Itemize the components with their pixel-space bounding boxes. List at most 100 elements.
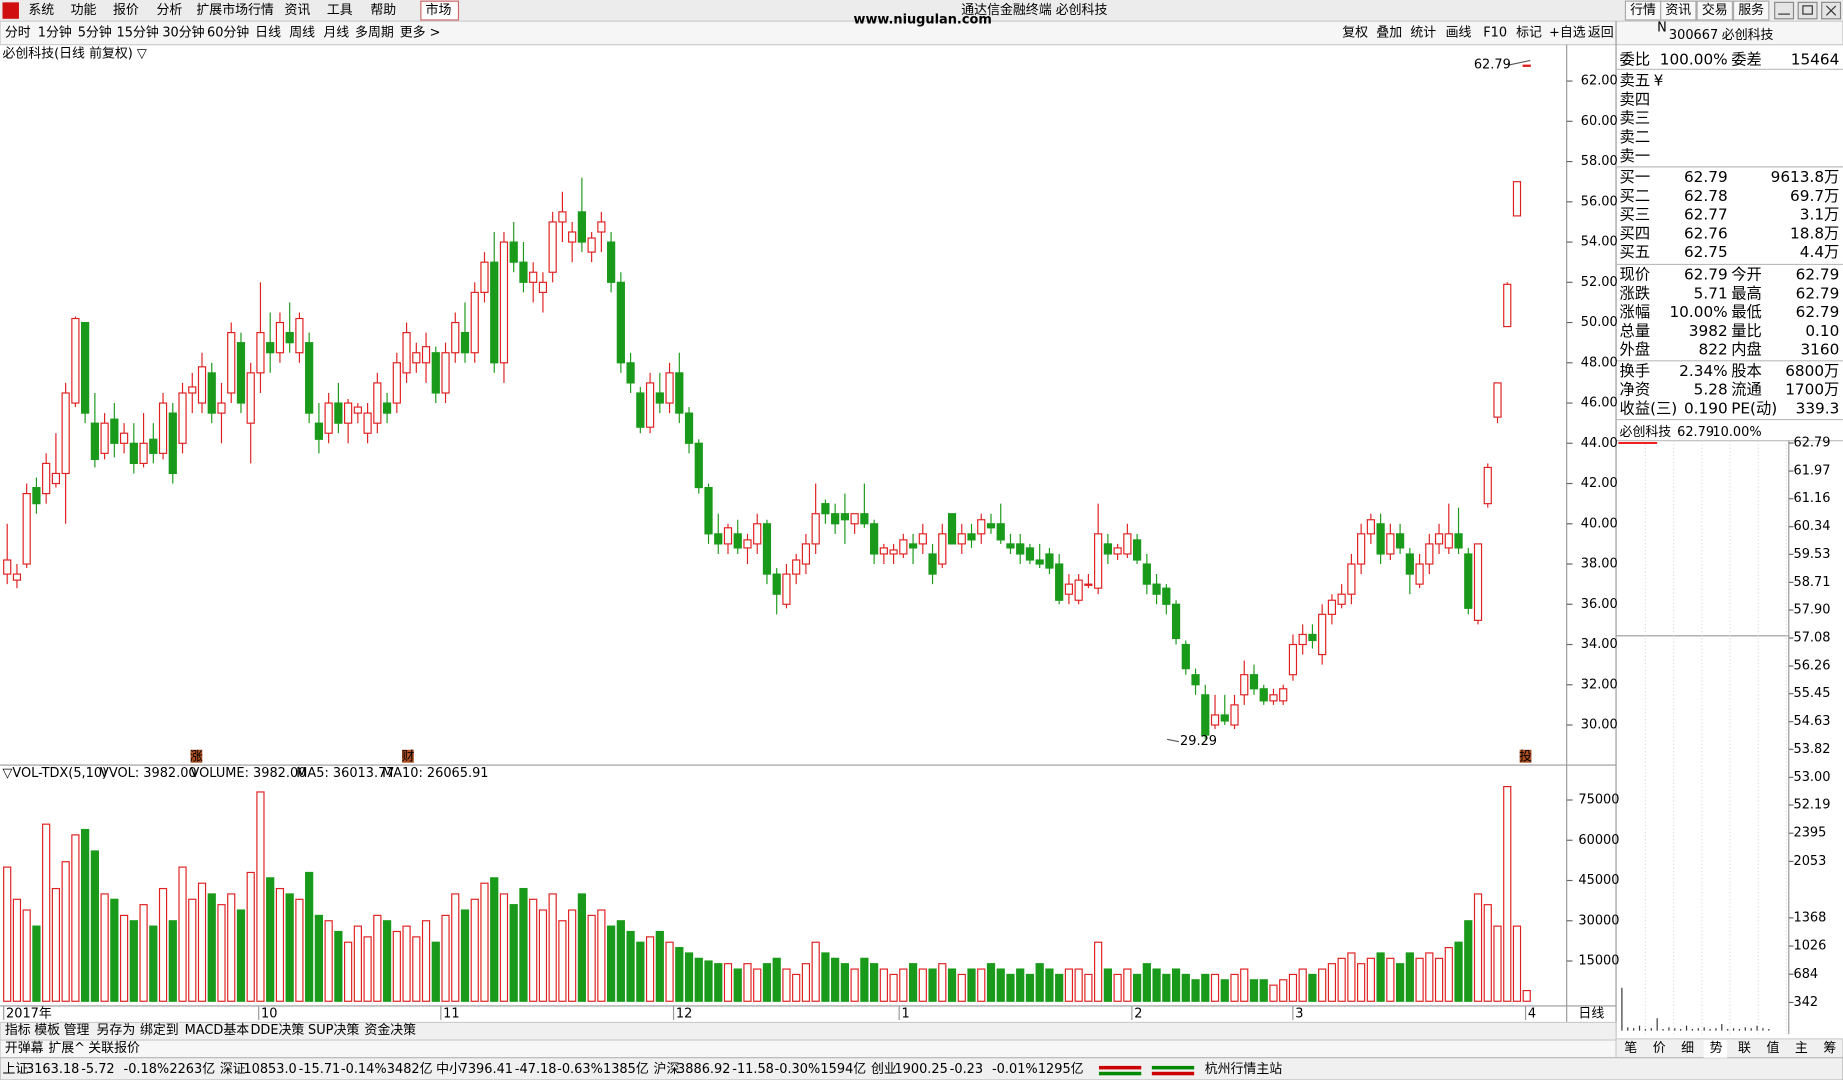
tool-button[interactable]: 叠加 bbox=[1376, 25, 1402, 40]
candle-body bbox=[324, 402, 333, 434]
status-index: 沪深 bbox=[654, 1062, 680, 1077]
indicator-tab[interactable]: 资金决策 bbox=[364, 1022, 416, 1038]
period-tab[interactable]: 5分钟 bbox=[78, 24, 112, 40]
status-index: -0.30% bbox=[775, 1062, 821, 1077]
menu-item[interactable]: 扩展市场行情 bbox=[196, 2, 274, 18]
tool-button[interactable]: 返回 bbox=[1588, 25, 1614, 40]
menu-item[interactable]: 功能 bbox=[71, 3, 97, 18]
period-tab[interactable]: 1分钟 bbox=[38, 24, 72, 40]
right-tab[interactable]: 势 bbox=[1710, 1040, 1723, 1056]
right-tab[interactable]: 筹 bbox=[1823, 1040, 1836, 1056]
candle-body bbox=[967, 533, 976, 541]
tool-button[interactable]: 统计 bbox=[1410, 25, 1436, 40]
period-tab[interactable]: 周线 bbox=[289, 25, 315, 40]
volume-bar bbox=[334, 930, 343, 1002]
market-button-bg[interactable] bbox=[420, 0, 460, 21]
tool-button[interactable]: 标记 bbox=[1516, 25, 1542, 40]
candle-body bbox=[1006, 543, 1015, 549]
period-tab[interactable]: 15分钟 bbox=[116, 24, 158, 40]
candle-body bbox=[373, 382, 382, 424]
candle-body bbox=[577, 211, 587, 243]
tool-tab[interactable]: 关联报价 bbox=[88, 1041, 140, 1056]
period-tab[interactable]: 更多 > bbox=[400, 25, 441, 40]
indicator-tab[interactable]: 模板 bbox=[34, 1023, 60, 1038]
menu-item[interactable]: 帮助 bbox=[370, 3, 396, 18]
volume-bar bbox=[1415, 957, 1424, 1002]
status-index: 10853.0 bbox=[243, 1062, 296, 1077]
indicator-tab[interactable]: 另存为 bbox=[97, 1023, 136, 1038]
watermark: www.niugulan.com bbox=[854, 12, 992, 27]
status-index: 上证 bbox=[3, 1062, 29, 1077]
volume-bar bbox=[441, 914, 450, 1002]
volume-bar bbox=[1191, 979, 1200, 1002]
right-tab[interactable]: 价 bbox=[1653, 1041, 1666, 1056]
candle-body bbox=[1142, 563, 1151, 585]
indicator-tab[interactable]: 管理 bbox=[64, 1023, 90, 1038]
tool-tab[interactable]: 扩展^ bbox=[48, 1041, 85, 1056]
quote-text: 换手 bbox=[1620, 362, 1651, 380]
event-marker[interactable]: 涨 bbox=[190, 749, 203, 764]
volume-bar bbox=[412, 936, 421, 1002]
right-tab[interactable]: 笔 bbox=[1624, 1040, 1637, 1056]
volume-header: VOLUME: 3982.00 bbox=[191, 766, 307, 781]
right-tab[interactable]: 值 bbox=[1766, 1040, 1779, 1056]
tool-tab[interactable]: 开弹幕 bbox=[5, 1041, 44, 1056]
volume-bar bbox=[1220, 979, 1229, 1002]
tool-button[interactable]: +自选 bbox=[1549, 25, 1586, 40]
market-button[interactable]: 市场 bbox=[426, 2, 452, 18]
candle-body bbox=[1454, 533, 1463, 549]
quote-text: 净资 bbox=[1620, 381, 1651, 399]
top-button-bg bbox=[1660, 0, 1697, 21]
candle-body bbox=[675, 372, 684, 414]
period-tab[interactable]: 月线 bbox=[323, 25, 349, 40]
candle-body bbox=[139, 442, 148, 464]
quote-text: 总量 bbox=[1620, 322, 1651, 340]
candle-body bbox=[548, 221, 557, 273]
candle-body bbox=[197, 366, 207, 404]
indicator-tab[interactable]: MACD基本 bbox=[185, 1023, 250, 1038]
tool-button[interactable]: 画线 bbox=[1446, 25, 1472, 40]
volume-bar bbox=[704, 960, 713, 1002]
period-tab[interactable]: 日线 bbox=[255, 25, 281, 40]
top-button[interactable]: 交易 bbox=[1702, 2, 1728, 18]
tool-button[interactable]: F10 bbox=[1483, 25, 1507, 40]
tool-button[interactable]: 复权 bbox=[1342, 24, 1368, 40]
menu-item[interactable]: 系统 bbox=[28, 3, 54, 18]
indicator-tab[interactable]: DDE决策 bbox=[250, 1022, 304, 1038]
period-tab[interactable]: 多周期 bbox=[355, 25, 394, 40]
status-index: 3163.18 bbox=[26, 1062, 79, 1077]
right-tab[interactable]: 细 bbox=[1681, 1041, 1694, 1056]
candle-body bbox=[1249, 674, 1259, 690]
volume-bar bbox=[382, 920, 392, 1002]
menu-item[interactable]: 分析 bbox=[156, 3, 182, 18]
minimize-button[interactable] bbox=[1774, 1, 1795, 20]
mini-price-label: 57.90 bbox=[1793, 603, 1830, 618]
status-index: -0.01% bbox=[992, 1062, 1038, 1077]
indicator-tab[interactable]: 指标 bbox=[5, 1023, 31, 1038]
volume-bar bbox=[363, 936, 372, 1002]
menu-item[interactable]: 资讯 bbox=[285, 3, 311, 18]
period-tab[interactable]: 60分钟 bbox=[207, 24, 249, 40]
top-button[interactable]: 资讯 bbox=[1665, 3, 1691, 18]
event-marker[interactable]: 财 bbox=[401, 749, 414, 764]
indicator-tab[interactable]: SUP决策 bbox=[308, 1022, 359, 1038]
right-tab[interactable]: 联 bbox=[1738, 1041, 1751, 1056]
right-tab[interactable]: 主 bbox=[1795, 1041, 1808, 1056]
top-button[interactable]: 服务 bbox=[1738, 2, 1764, 18]
period-tab[interactable]: 30分钟 bbox=[162, 24, 204, 40]
period-tab[interactable]: 分时 bbox=[5, 25, 31, 40]
top-button[interactable]: 行情 bbox=[1630, 3, 1656, 18]
candle-body bbox=[1123, 533, 1132, 555]
restore-button[interactable] bbox=[1797, 1, 1818, 20]
candle-body bbox=[1240, 674, 1249, 696]
price-tick-label: 54.00 bbox=[1581, 235, 1618, 250]
indicator-tab[interactable]: 绑定到 bbox=[140, 1023, 179, 1038]
candle-body bbox=[850, 513, 859, 525]
volume-bar bbox=[1094, 941, 1103, 1002]
panel-lines bbox=[1616, 68, 1843, 1035]
volume-bar bbox=[626, 930, 635, 1002]
menu-item[interactable]: 报价 bbox=[113, 3, 139, 18]
event-marker[interactable]: 投 bbox=[1519, 748, 1532, 764]
candle-body bbox=[1415, 563, 1424, 585]
menu-item[interactable]: 工具 bbox=[327, 3, 353, 18]
